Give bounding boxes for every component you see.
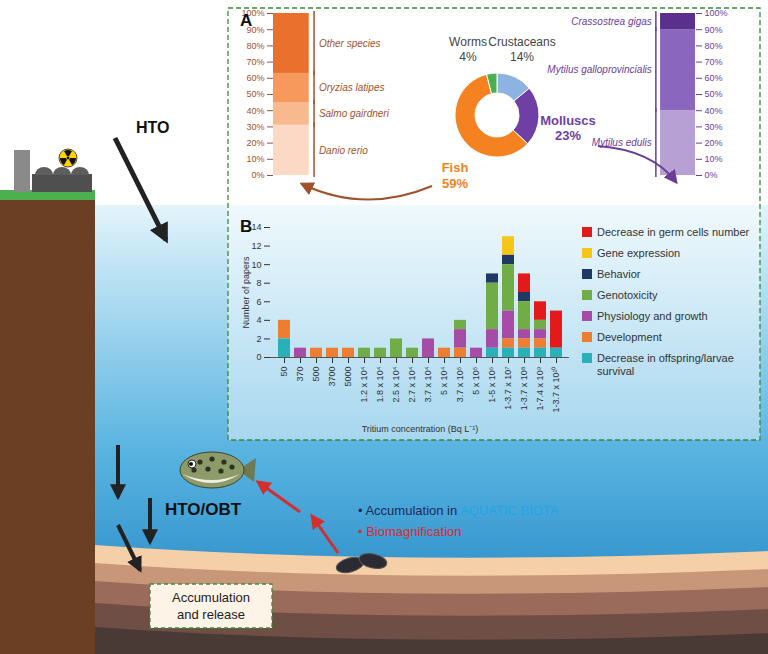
svg-text:Mytilus galloprovincialis: Mytilus galloprovincialis [547, 64, 651, 75]
svg-text:3700: 3700 [327, 367, 337, 387]
svg-text:A: A [240, 11, 252, 30]
svg-text:Gene expression: Gene expression [597, 247, 680, 259]
svg-text:Fish59%: Fish59% [442, 160, 469, 191]
svg-text:50%: 50% [705, 89, 723, 99]
svg-text:30%: 30% [246, 122, 264, 132]
svg-text:40%: 40% [705, 106, 723, 116]
svg-text:5 x 10⁴: 5 x 10⁴ [439, 366, 449, 395]
svg-text:Behavior: Behavior [597, 268, 641, 280]
svg-text:2: 2 [256, 334, 261, 344]
svg-text:40%: 40% [246, 106, 264, 116]
svg-text:Number of papers: Number of papers [241, 256, 251, 329]
svg-text:2.7 x 10⁴: 2.7 x 10⁴ [407, 366, 417, 402]
svg-text:Worms4%: Worms4% [449, 35, 487, 64]
svg-text:370: 370 [295, 367, 305, 382]
svg-text:12: 12 [251, 241, 261, 251]
svg-text:5 x 10⁵: 5 x 10⁵ [471, 366, 481, 395]
svg-text:80%: 80% [705, 41, 723, 51]
svg-text:Decrease in offspring/larvaesu: Decrease in offspring/larvaesurvival [597, 352, 734, 377]
svg-text:10: 10 [251, 260, 261, 270]
svg-text:1.8 x 10⁴: 1.8 x 10⁴ [375, 366, 385, 402]
svg-text:6: 6 [256, 297, 261, 307]
svg-text:• Accumulation in AQUATIC BIOT: • Accumulation in AQUATIC BIOTA [358, 503, 559, 518]
svg-text:Decrease in germ cells number: Decrease in germ cells number [597, 226, 750, 238]
svg-text:Mytilus edulis: Mytilus edulis [592, 137, 652, 148]
svg-text:90%: 90% [246, 25, 264, 35]
svg-text:1.2 x 10⁴: 1.2 x 10⁴ [359, 366, 369, 402]
svg-text:Development: Development [597, 331, 662, 343]
svg-text:14: 14 [251, 222, 261, 232]
svg-text:5000: 5000 [343, 367, 353, 387]
svg-text:Tritium concentration (Bq L⁻¹): Tritium concentration (Bq L⁻¹) [362, 424, 479, 434]
svg-text:1-3.7 x 10¹⁰: 1-3.7 x 10¹⁰ [551, 367, 561, 413]
svg-text:50%: 50% [246, 89, 264, 99]
svg-text:30%: 30% [705, 122, 723, 132]
svg-text:4: 4 [256, 315, 261, 325]
svg-text:0%: 0% [251, 170, 264, 180]
svg-text:Oryzias latipes: Oryzias latipes [319, 82, 385, 93]
svg-text:50: 50 [279, 367, 289, 377]
svg-text:60%: 60% [246, 73, 264, 83]
svg-text:Accumulationand release: Accumulationand release [172, 590, 250, 622]
svg-text:20%: 20% [705, 138, 723, 148]
svg-text:1-7.4 x 10⁹: 1-7.4 x 10⁹ [535, 366, 545, 410]
svg-text:8: 8 [256, 278, 261, 288]
svg-text:HTO: HTO [136, 119, 169, 136]
svg-text:Physiology and growth: Physiology and growth [597, 310, 708, 322]
svg-text:60%: 60% [705, 73, 723, 83]
svg-text:1-3.7 x 10⁷: 1-3.7 x 10⁷ [503, 367, 513, 410]
svg-text:Molluscs23%: Molluscs23% [540, 113, 596, 143]
svg-text:3.7 x 10⁴: 3.7 x 10⁴ [423, 366, 433, 402]
svg-text:Genotoxicity: Genotoxicity [597, 289, 658, 301]
svg-text:500: 500 [311, 367, 321, 382]
svg-text:Crustaceans14%: Crustaceans14% [488, 35, 555, 64]
svg-text:70%: 70% [705, 57, 723, 67]
svg-text:B: B [240, 217, 252, 236]
svg-text:80%: 80% [246, 41, 264, 51]
svg-text:Salmo gairdneri: Salmo gairdneri [319, 108, 390, 119]
svg-text:100%: 100% [705, 8, 728, 18]
svg-text:0: 0 [256, 352, 261, 362]
svg-text:10%: 10% [246, 154, 264, 164]
svg-text:90%: 90% [705, 25, 723, 35]
svg-text:100%: 100% [241, 8, 264, 18]
svg-text:2.5 x 10⁴: 2.5 x 10⁴ [391, 366, 401, 402]
svg-text:70%: 70% [246, 57, 264, 67]
svg-text:3.7 x 10⁵: 3.7 x 10⁵ [455, 366, 465, 402]
svg-text:Crassostrea gigas: Crassostrea gigas [571, 16, 652, 27]
svg-text:Danio rerio: Danio rerio [319, 145, 368, 156]
svg-text:0%: 0% [705, 170, 718, 180]
svg-text:1-3.7 x 10⁸: 1-3.7 x 10⁸ [519, 366, 529, 410]
svg-text:Other species: Other species [319, 38, 381, 49]
svg-text:10%: 10% [705, 154, 723, 164]
svg-text:1-5 x 10⁶: 1-5 x 10⁶ [487, 366, 497, 403]
svg-text:• Biomagnification: • Biomagnification [358, 524, 462, 539]
svg-text:20%: 20% [246, 138, 264, 148]
svg-text:HTO/OBT: HTO/OBT [165, 500, 242, 519]
